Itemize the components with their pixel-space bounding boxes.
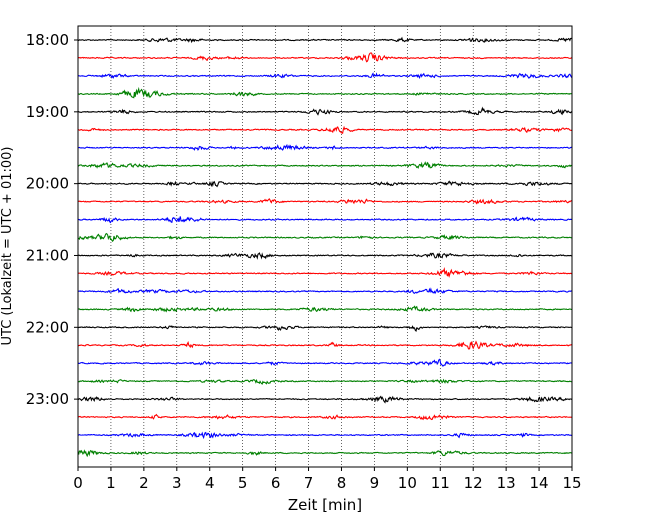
x-tick-label: 10 (398, 474, 417, 492)
x-tick-label: 14 (530, 474, 549, 492)
seismic-trace (77, 161, 573, 169)
seismic-trace (77, 106, 573, 116)
x-axis-label: Zeit [min] (288, 496, 362, 514)
seismic-trace (77, 449, 572, 458)
x-tick-label: 8 (337, 474, 347, 492)
x-tick-label: 5 (238, 474, 248, 492)
seismic-trace (77, 216, 573, 224)
x-tick-label: 15 (562, 474, 581, 492)
seismic-trace (77, 125, 573, 135)
seismic-trace (77, 252, 573, 260)
y-tick-label: 20:00 (26, 175, 69, 193)
y-tick-label: 18:00 (26, 31, 69, 49)
seismic-trace (77, 197, 573, 205)
seismic-trace (77, 180, 573, 188)
seismic-trace (77, 72, 573, 80)
seismic-trace (77, 325, 573, 332)
seismic-trace (77, 358, 573, 367)
x-axis: 0 1 2 3 4 5 6 7 8 9 10 11 12 13 14 15 (73, 467, 582, 492)
x-tick-label: 13 (497, 474, 516, 492)
x-tick-label: 7 (304, 474, 314, 492)
seismic-trace (77, 36, 573, 44)
seismic-trace (77, 143, 573, 151)
x-tick-label: 1 (106, 474, 116, 492)
plot-frame (77, 25, 573, 468)
x-tick-label: 11 (431, 474, 450, 492)
seismic-trace (77, 378, 572, 385)
seismic-trace (77, 305, 573, 313)
y-tick-label: 21:00 (26, 246, 69, 264)
seismic-trace (77, 52, 573, 63)
seismic-trace (77, 86, 573, 99)
y-axis-label: UTC (Lokalzeit = UTC + 01:00) (0, 147, 15, 346)
seismic-trace (77, 340, 573, 350)
x-tick-label: 2 (139, 474, 149, 492)
seismic-trace (77, 232, 573, 243)
y-axis: 18:00 19:00 20:00 21:00 22:00 23:00 (26, 31, 78, 408)
seismic-trace (77, 413, 573, 421)
seismic-traces (77, 36, 573, 458)
seismic-trace (77, 431, 573, 440)
seismic-trace (77, 395, 573, 404)
seismic-trace (77, 266, 573, 278)
plot-background (78, 26, 572, 467)
x-tick-label: 0 (73, 474, 83, 492)
x-tick-label: 4 (205, 474, 215, 492)
y-tick-label: 19:00 (26, 103, 69, 121)
y-tick-label: 22:00 (26, 318, 69, 336)
y-tick-label: 23:00 (26, 390, 69, 408)
seismic-trace (77, 287, 573, 295)
x-tick-label: 6 (271, 474, 281, 492)
x-tick-label: 3 (172, 474, 182, 492)
x-tick-label: 9 (370, 474, 380, 492)
x-tick-label: 12 (464, 474, 483, 492)
